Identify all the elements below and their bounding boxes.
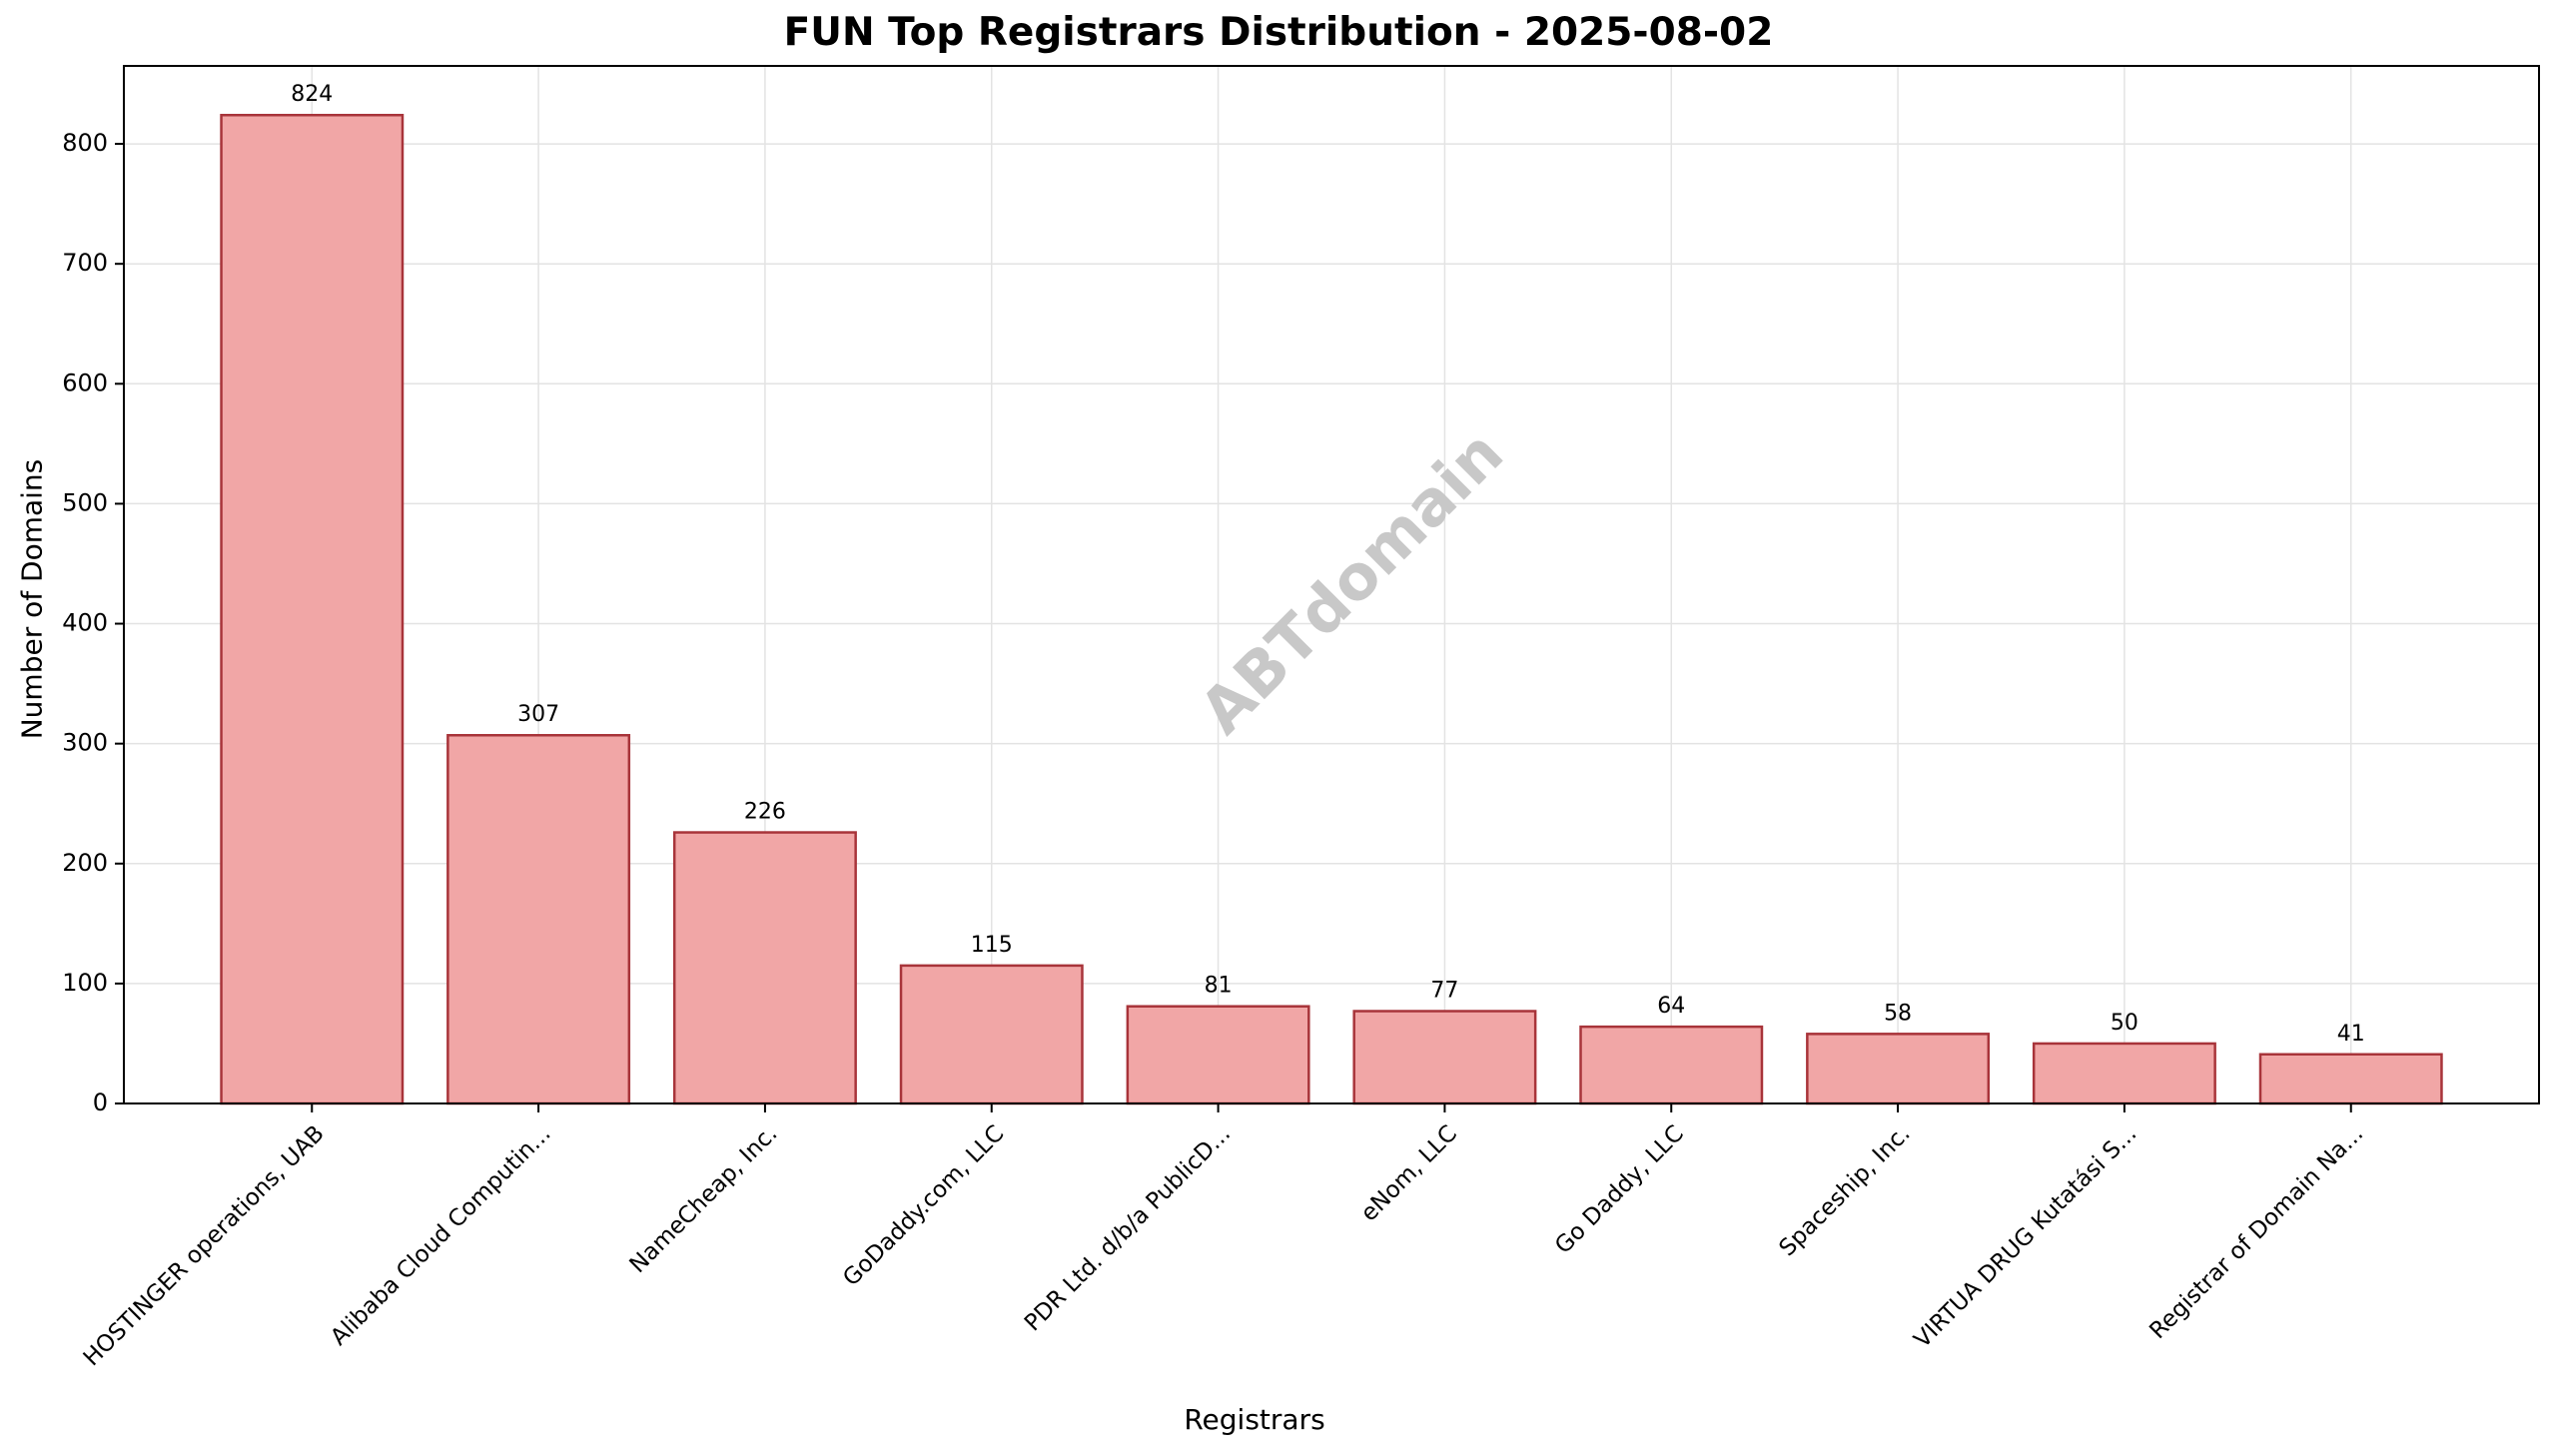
bar-value-label: 307 xyxy=(517,702,559,727)
bar xyxy=(899,964,1084,1105)
x-tick-label: eNom, LLC xyxy=(1356,1120,1462,1226)
x-tick-label: Spaceship, Inc. xyxy=(1775,1120,1916,1261)
y-tick-label: 100 xyxy=(62,969,108,997)
bar-value-label: 58 xyxy=(1884,1001,1912,1026)
x-tick-label: Alibaba Cloud Computin... xyxy=(326,1120,555,1350)
y-tick-label: 300 xyxy=(62,729,108,757)
grid-lines xyxy=(124,66,2539,1104)
bar xyxy=(1806,1033,1991,1105)
y-tick-label: 0 xyxy=(93,1089,108,1116)
y-tick-label: 500 xyxy=(62,488,108,516)
bar-value-label: 81 xyxy=(1205,974,1233,999)
bar xyxy=(446,733,631,1105)
x-tick-label: HOSTINGER operations, UAB xyxy=(79,1120,330,1371)
y-tick-label: 700 xyxy=(62,249,108,277)
x-axis-label: Registrars xyxy=(1184,1403,1325,1436)
bar-value-label: 77 xyxy=(1430,979,1458,1004)
x-tick-label: VIRTUA DRUG Kutatási S... xyxy=(1910,1120,2142,1353)
x-tick-label: GoDaddy.com, LLC xyxy=(838,1120,1009,1291)
y-tick-label: 200 xyxy=(62,849,108,877)
bar xyxy=(2258,1053,2443,1105)
bars xyxy=(220,113,2443,1105)
bar xyxy=(672,831,857,1105)
x-tick-label: Go Daddy, LLC xyxy=(1550,1120,1689,1259)
plot-area-frame xyxy=(123,65,2540,1104)
bar-value-label: 115 xyxy=(971,933,1013,958)
bar xyxy=(220,113,405,1105)
bar-value-label: 226 xyxy=(744,800,786,825)
x-tick-label: Registrar of Domain Na... xyxy=(2144,1120,2368,1344)
bar xyxy=(1352,1010,1537,1105)
bar xyxy=(1579,1025,1764,1105)
bar-value-label: 50 xyxy=(2111,1011,2138,1036)
y-tick-label: 800 xyxy=(62,129,108,157)
data-labels: 824 307 226 115 81 77 64 58 50 41 xyxy=(291,82,2364,1047)
y-tick-label: 600 xyxy=(62,368,108,396)
bar xyxy=(1126,1005,1310,1105)
bar xyxy=(2032,1042,2216,1105)
bar-value-label: 824 xyxy=(291,82,333,107)
chart-title: FUN Top Registrars Distribution - 2025-0… xyxy=(783,10,1774,55)
x-tick-label: PDR Ltd. d/b/a PublicD... xyxy=(1020,1120,1236,1336)
x-tick-label: NameCheap, Inc. xyxy=(625,1120,783,1278)
bar-value-label: 64 xyxy=(1657,994,1685,1019)
watermark: ABTdomain xyxy=(1186,416,1517,748)
bar-value-label: 41 xyxy=(2337,1022,2365,1047)
y-axis-ticks: 0 100 200 300 400 500 600 700 800 xyxy=(62,129,124,1116)
y-tick-label: 400 xyxy=(62,609,108,637)
